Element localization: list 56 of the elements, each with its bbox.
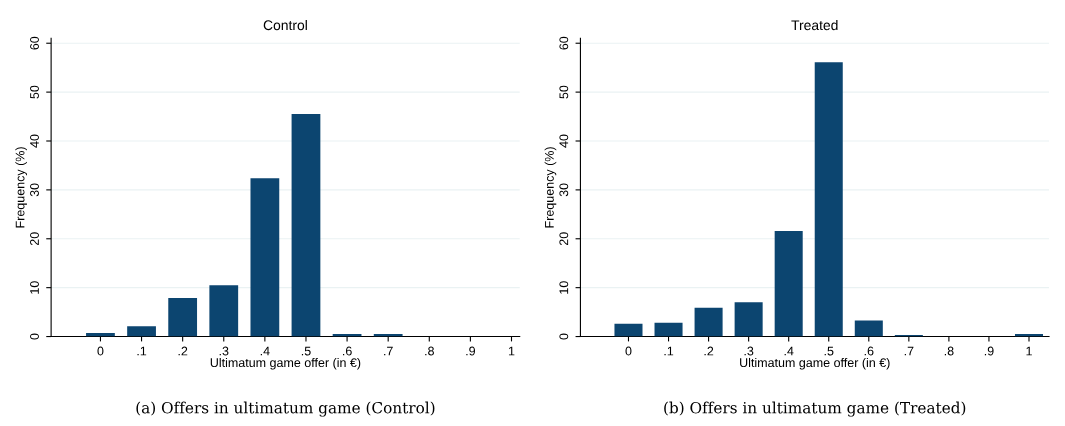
x-axis-title: Ultimatum game offer (in €): [740, 357, 890, 370]
bar: [774, 230, 803, 337]
bar: [209, 285, 239, 337]
y-tick-label: 30: [30, 183, 39, 197]
chart-title: Control: [263, 19, 307, 31]
bar: [614, 323, 643, 337]
y-tick-label: 0: [559, 333, 569, 340]
bar: [291, 114, 321, 337]
y-axis-title: Frequency (%): [544, 147, 557, 228]
x-tick-label: .5: [301, 346, 311, 356]
x-tick-label: .2: [178, 346, 188, 356]
text: (b) Offers in ultimatum game (Treated): [664, 401, 966, 417]
x-tick-label: .9: [466, 346, 476, 356]
x-tick-label: .8: [944, 346, 954, 356]
x-tick-label: .2: [704, 346, 714, 356]
bar: [814, 62, 843, 337]
y-tick-label: 10: [559, 281, 569, 294]
bar: [734, 302, 763, 337]
y-tick-label: 20: [559, 232, 569, 246]
x-tick-label: .4: [260, 346, 270, 356]
x-tick-label: .3: [219, 346, 229, 356]
x-tick-label: .1: [137, 346, 147, 356]
y-axis-title: Frequency (%): [15, 147, 27, 228]
x-tick-label: 0: [625, 346, 632, 356]
chart-title: Treated: [791, 19, 838, 31]
x-tick-label: .6: [864, 346, 874, 356]
x-tick-label: .7: [384, 346, 393, 356]
text: (a) Offers in ultimatum game (Control): [136, 401, 435, 417]
x-tick-label: .3: [744, 346, 754, 356]
y-tick-label: 10: [30, 281, 39, 294]
y-tick-label: 40: [559, 134, 569, 148]
x-tick-label: 1: [1026, 346, 1032, 356]
bar: [854, 320, 883, 337]
x-tick-label: 0: [97, 346, 104, 356]
y-tick-label: 60: [30, 36, 39, 50]
y-tick-label: 50: [30, 85, 39, 99]
x-tick-label: .4: [784, 346, 794, 356]
x-tick-label: .5: [824, 346, 834, 356]
x-tick-label: .1: [664, 346, 674, 356]
x-tick-label: .7: [904, 346, 914, 356]
bar: [694, 307, 723, 337]
bar: [250, 178, 280, 337]
bar: [168, 297, 198, 337]
y-tick-label: 50: [559, 85, 569, 99]
x-tick-label: .6: [343, 346, 352, 356]
y-tick-label: 20: [30, 232, 39, 246]
bar: [654, 322, 683, 337]
y-tick-label: 40: [30, 134, 39, 148]
y-tick-label: 0: [30, 333, 39, 340]
x-tick-label: 1: [508, 346, 515, 356]
x-tick-label: .9: [984, 346, 994, 356]
y-tick-label: 60: [559, 36, 569, 50]
y-tick-label: 30: [559, 183, 569, 197]
x-tick-label: .8: [425, 346, 434, 356]
bar: [127, 326, 156, 337]
x-axis-title: Ultimatum game offer (in €): [210, 357, 361, 370]
